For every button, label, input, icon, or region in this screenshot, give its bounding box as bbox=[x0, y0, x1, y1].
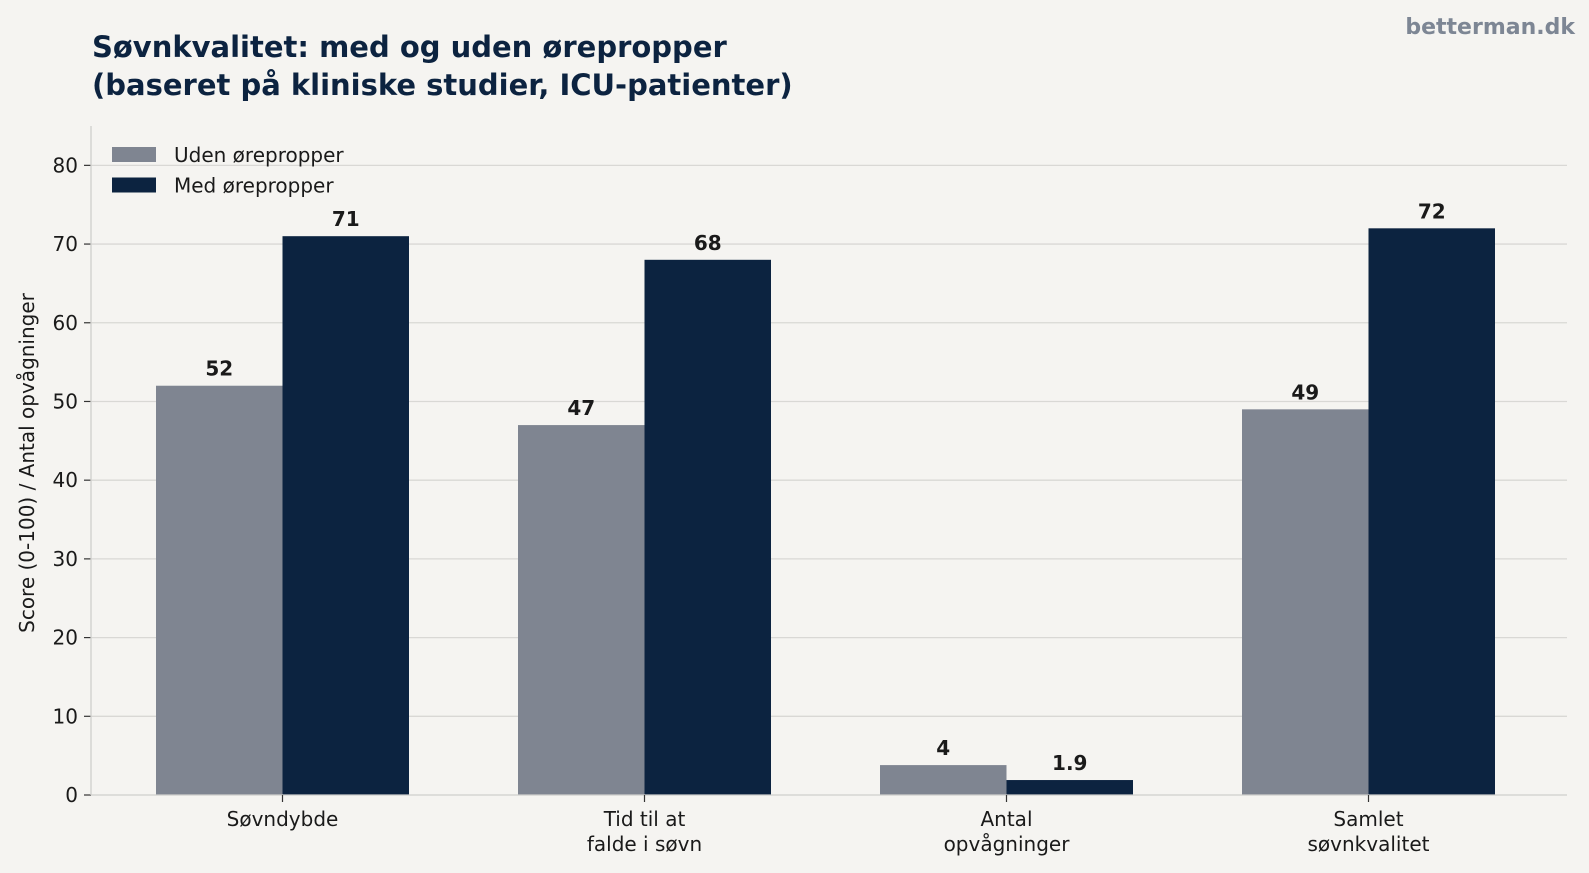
y-tick-label: 60 bbox=[53, 311, 78, 335]
x-tick-label: søvnkvalitet bbox=[1308, 832, 1430, 856]
value-label: 72 bbox=[1418, 199, 1446, 223]
y-tick-label: 0 bbox=[65, 783, 78, 807]
legend-swatch bbox=[112, 177, 156, 193]
y-tick-label: 70 bbox=[53, 232, 78, 256]
bar bbox=[1006, 780, 1133, 795]
value-label: 71 bbox=[332, 207, 360, 231]
legend-label: Uden ørepropper bbox=[174, 143, 344, 167]
bars bbox=[156, 228, 1495, 796]
x-tick-label: Tid til at bbox=[603, 807, 686, 831]
y-tick-label: 10 bbox=[53, 704, 78, 728]
value-label: 1.9 bbox=[1052, 751, 1087, 775]
x-tick-label: Søvndybde bbox=[227, 807, 339, 831]
x-tick-label: falde i søvn bbox=[587, 832, 702, 856]
y-tick-label: 80 bbox=[53, 153, 78, 177]
legend: Uden ørepropper Med ørepropper bbox=[112, 143, 344, 198]
bar bbox=[1242, 409, 1369, 795]
x-tick-label: Samlet bbox=[1333, 807, 1403, 831]
chart-title-line-2: (baseret på kliniske studier, ICU-patien… bbox=[92, 68, 793, 102]
y-tick-label: 20 bbox=[53, 626, 78, 650]
bar bbox=[1368, 228, 1495, 796]
labels: 52 71 47 68 4 1.9 49 72 bbox=[205, 199, 1445, 775]
y-axis-title: Score (0-100) / Antal opvågninger bbox=[15, 292, 39, 633]
axes: 0 10 20 30 40 50 60 70 80 Søvndybde Tid til atfald… bbox=[53, 126, 1567, 856]
x-tick-label: opvågninger bbox=[944, 832, 1071, 856]
bar bbox=[880, 765, 1007, 795]
y-tick-label: 40 bbox=[53, 468, 78, 492]
y-tick-label: 50 bbox=[53, 389, 78, 413]
bar bbox=[282, 236, 409, 795]
bar bbox=[156, 385, 283, 795]
value-label: 47 bbox=[567, 396, 595, 420]
bar bbox=[518, 425, 645, 795]
y-tick-label: 30 bbox=[53, 547, 78, 571]
chart-title-line-1: Søvnkvalitet: med og uden ørepropper bbox=[92, 30, 727, 64]
bar bbox=[644, 259, 771, 795]
legend-label: Med ørepropper bbox=[174, 174, 334, 198]
value-label: 4 bbox=[936, 736, 950, 760]
legend-swatch bbox=[112, 147, 156, 162]
value-label: 68 bbox=[694, 231, 722, 255]
x-tick-label: Antal bbox=[980, 807, 1032, 831]
value-label: 52 bbox=[205, 357, 233, 381]
value-label: 49 bbox=[1291, 380, 1319, 404]
brand-watermark: betterman.dk bbox=[1405, 15, 1576, 40]
